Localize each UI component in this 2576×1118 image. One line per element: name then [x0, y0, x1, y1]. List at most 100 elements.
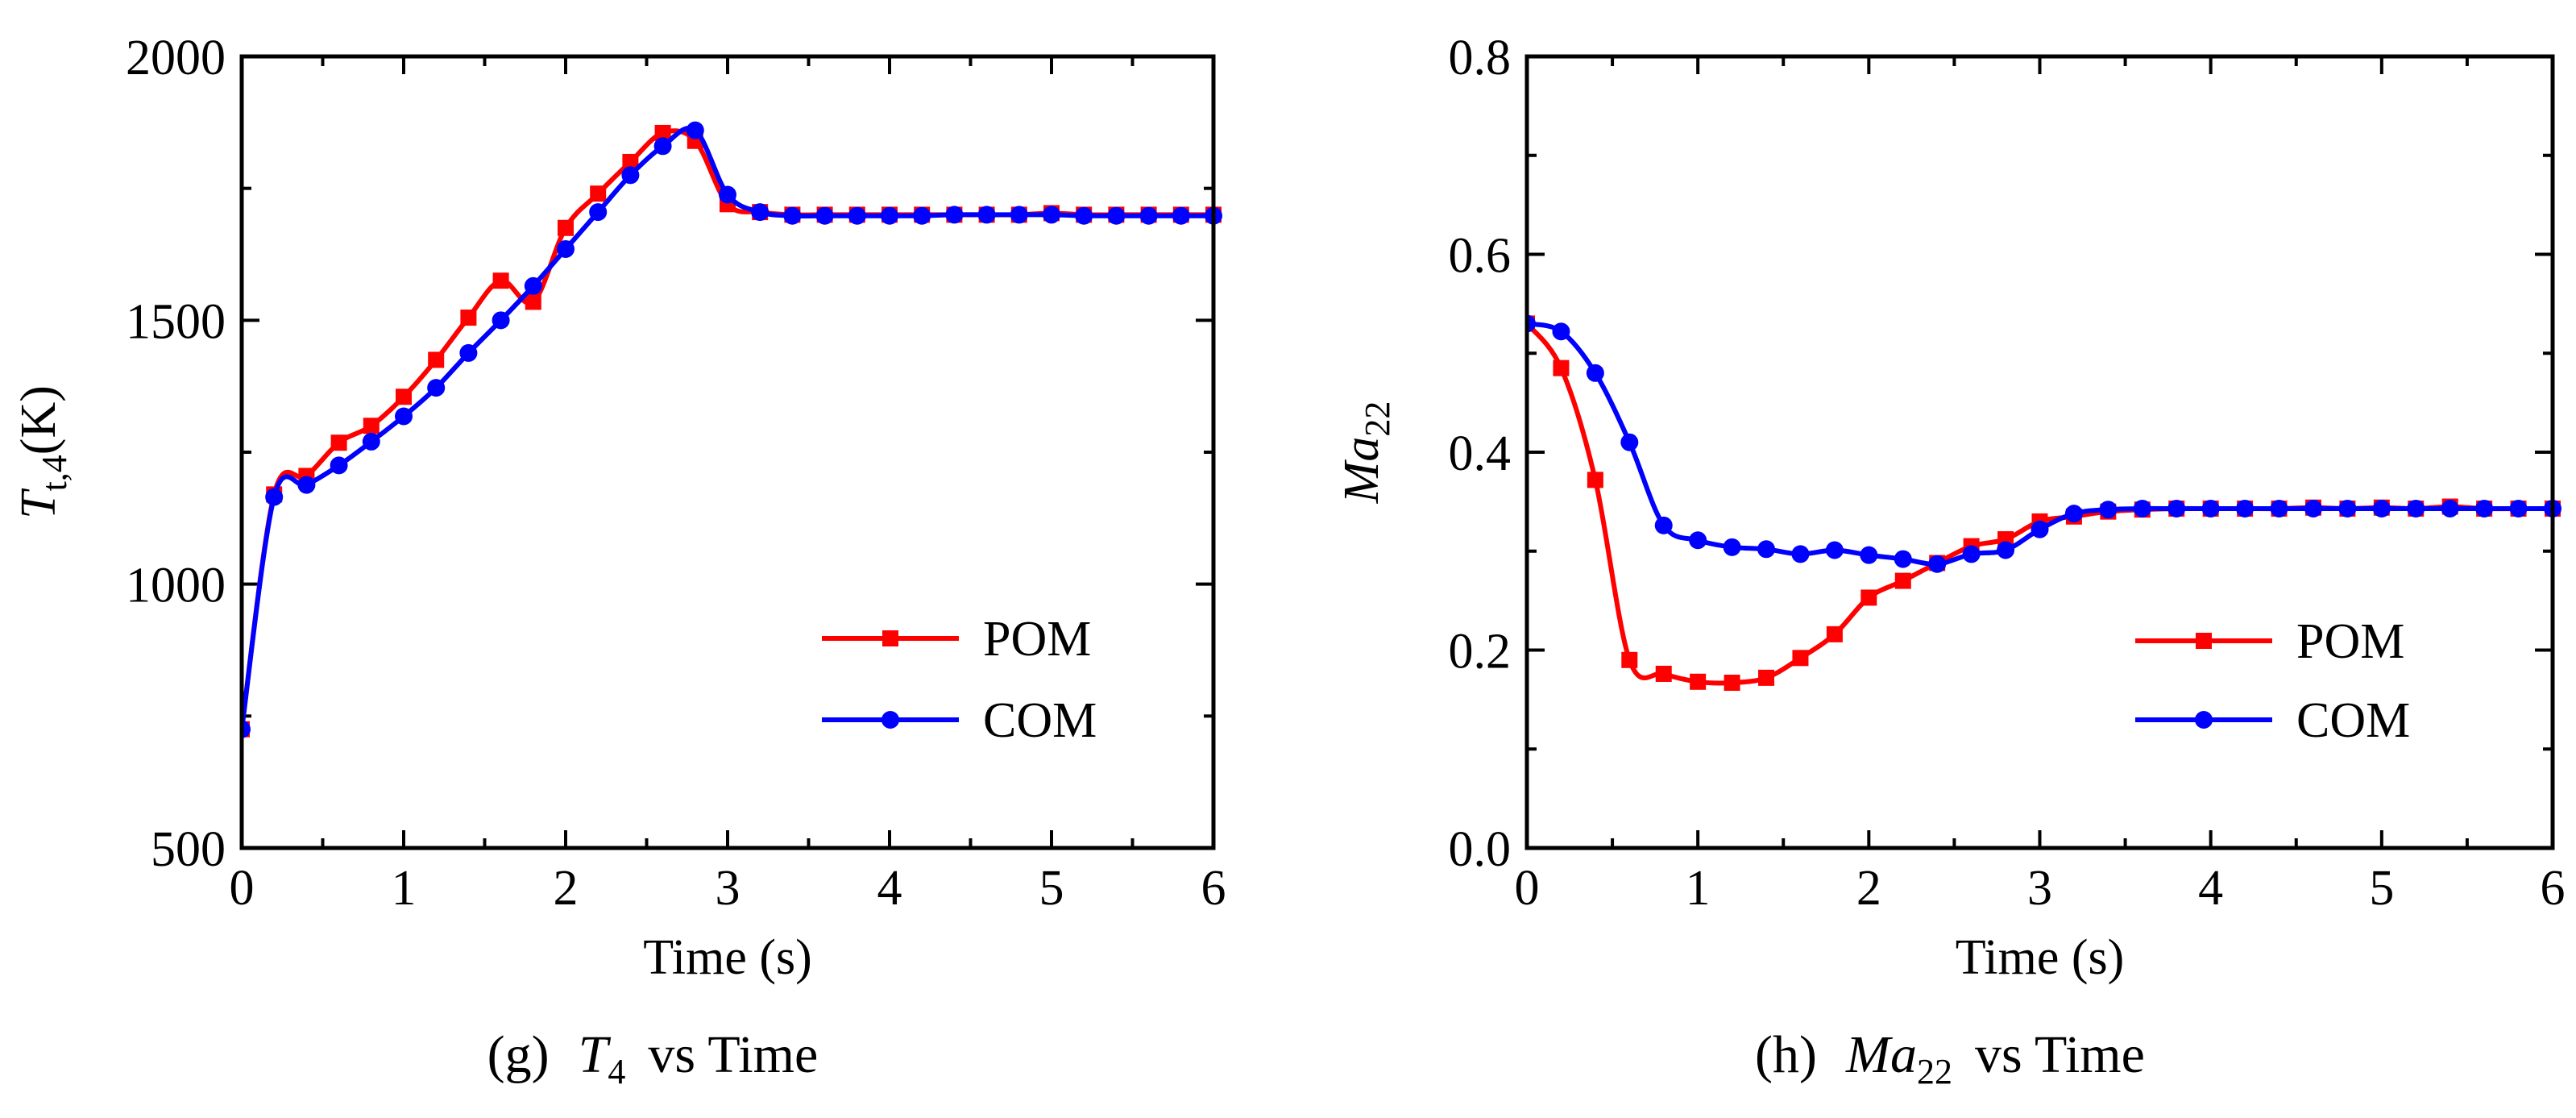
x-tick-label: 5 — [1039, 861, 1064, 916]
data-point-pom — [1655, 665, 1672, 682]
plot-frame — [1524, 54, 2555, 850]
data-point-pom — [460, 310, 477, 326]
y-tick-label: 0.4 — [1449, 426, 1512, 481]
legend-marker-pom — [882, 630, 898, 646]
data-point-pom — [428, 351, 445, 368]
data-point-com — [2167, 499, 2186, 517]
data-point-com — [427, 379, 446, 397]
y-tick-label: 2000 — [126, 31, 226, 85]
x-axis-title: Time (s) — [1956, 930, 2125, 985]
data-point-com — [1172, 206, 1190, 225]
data-point-com — [945, 206, 964, 224]
data-point-pom — [1758, 669, 1775, 686]
y-tick-label: 0.8 — [1449, 31, 1512, 85]
data-point-pom — [1621, 651, 1638, 668]
data-point-com — [2270, 499, 2288, 517]
data-point-com — [2133, 499, 2151, 517]
caption-symbol: Ma — [1845, 1025, 1917, 1084]
y-axis-symbol: T — [11, 488, 66, 519]
caption-suffix: vs Time — [648, 1025, 818, 1084]
plot-frame — [239, 54, 1216, 850]
data-point-com — [395, 407, 413, 426]
y-tick-label: 500 — [151, 822, 226, 877]
x-tick-label: 4 — [2198, 861, 2223, 916]
chart-0: 0 1 2 3 4 5 6 500 1000 1500 2000 POM COM Time (s) Tt,4… — [11, 31, 1226, 1091]
data-point-com — [1894, 550, 1912, 568]
data-point-pom — [396, 389, 412, 405]
data-point-com — [1010, 206, 1028, 224]
figure-caption: (g) T4 vs Time — [487, 1025, 819, 1091]
data-point-pom — [363, 418, 380, 434]
data-point-com — [751, 203, 769, 222]
x-tick-label: 0 — [230, 861, 255, 916]
data-point-com — [2475, 499, 2494, 517]
data-point-pom — [1894, 572, 1911, 589]
data-point-com — [653, 137, 672, 156]
caption-subscript: 22 — [1917, 1052, 1952, 1091]
legend-marker-com — [2195, 711, 2213, 729]
data-point-com — [1928, 555, 1947, 573]
data-point-com — [977, 206, 996, 224]
data-point-com — [1139, 206, 1158, 225]
data-point-com — [2064, 505, 2083, 523]
y-axis-subscript: t,4 — [35, 455, 74, 491]
data-point-com — [1757, 540, 1776, 559]
data-point-com — [2441, 499, 2459, 517]
x-tick-label: 5 — [2369, 861, 2394, 916]
y-axis-symbol: Ma — [1334, 437, 1389, 505]
legend-label: POM — [983, 612, 1091, 667]
x-tick-label: 3 — [2027, 861, 2052, 916]
data-point-com — [815, 206, 834, 225]
data-point-pom — [492, 272, 509, 289]
data-point-pom — [590, 185, 607, 202]
data-point-pom — [1553, 360, 1570, 376]
x-tick-label: 6 — [1201, 861, 1226, 916]
x-axis-title: Time (s) — [643, 930, 812, 985]
data-point-com — [524, 276, 542, 295]
data-point-com — [2201, 499, 2220, 517]
data-point-com — [2407, 499, 2425, 517]
data-point-com — [783, 206, 802, 225]
x-tick-label: 3 — [716, 861, 740, 916]
data-point-pom — [330, 434, 347, 451]
data-point-com — [330, 456, 348, 475]
data-point-pom — [654, 124, 671, 141]
data-point-com — [1107, 206, 1126, 225]
data-point-com — [2338, 499, 2357, 517]
x-tick-label: 1 — [392, 861, 417, 916]
series-com — [242, 121, 1222, 738]
legend-marker-com — [881, 711, 899, 729]
data-point-com — [1620, 433, 1639, 451]
data-point-pom — [525, 293, 541, 310]
y-axis-subscript: 22 — [1358, 401, 1397, 437]
y-tick-label: 0.2 — [1449, 625, 1512, 680]
legend-marker-pom — [2196, 633, 2212, 649]
data-point-com — [913, 206, 931, 225]
data-point-com — [1791, 545, 1810, 563]
data-point-com — [2304, 499, 2322, 517]
data-point-com — [362, 432, 380, 451]
data-point-pom — [1826, 625, 1843, 642]
data-point-com — [621, 166, 640, 185]
data-point-com — [459, 343, 478, 362]
data-point-com — [1654, 516, 1673, 534]
data-point-com — [1860, 546, 1878, 564]
caption-subscript: 4 — [608, 1052, 625, 1091]
data-point-pom — [1587, 472, 1603, 488]
data-point-com — [557, 239, 575, 258]
legend-label: COM — [983, 693, 1097, 748]
y-tick-label: 1000 — [126, 559, 226, 613]
data-point-com — [297, 476, 316, 494]
data-point-com — [1527, 314, 1536, 333]
legend-label: COM — [2296, 693, 2410, 748]
series-com — [1527, 314, 2561, 573]
data-point-com — [589, 203, 608, 222]
data-point-pom — [558, 219, 574, 236]
caption-label: (h) — [1755, 1025, 1817, 1084]
x-tick-label: 1 — [1686, 861, 1711, 916]
caption-suffix: vs Time — [1975, 1025, 2145, 1084]
data-point-pom — [1860, 589, 1877, 606]
data-point-com — [1586, 364, 1604, 382]
